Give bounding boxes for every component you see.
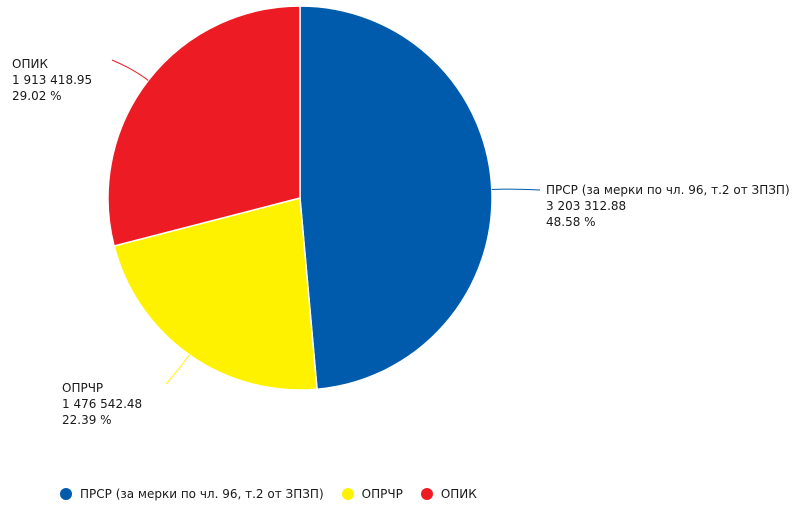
- pie-slice-oprchr: [113, 197, 318, 391]
- leader-line-prsr: [491, 188, 541, 191]
- legend-item-oprchr: ОПРЧР: [341, 487, 403, 501]
- slice-label-percent-opik: 29.02 %: [12, 89, 62, 103]
- slice-label-name-oprchr: ОПРЧР: [62, 381, 103, 395]
- pie-chart-svg: ПРСР (за мерки по чл. 96, т.2 от ЗПЗП) 3 …: [12, 5, 790, 427]
- pie-slice-opik: [107, 5, 301, 247]
- legend-swatch-prsr: [60, 488, 72, 500]
- slice-label-value-oprchr: 1 476 542.48: [62, 397, 142, 411]
- slice-label-name-opik: ОПИК: [12, 57, 48, 71]
- legend-swatch-oprchr: [341, 488, 354, 500]
- slice-label-percent-prsr: 48.58 %: [546, 215, 596, 229]
- legend-item-prsr: ПРСР (за мерки по чл. 96, т.2 от ЗПЗП): [60, 487, 324, 501]
- leader-line-opik: [111, 59, 149, 81]
- pie-slice-prsr: [299, 5, 493, 391]
- slice-label-value-prsr: 3 203 312.88: [546, 199, 626, 213]
- legend: ПРСР (за мерки по чл. 96, т.2 от ЗПЗП) О…: [60, 484, 477, 504]
- slice-label-percent-oprchr: 22.39 %: [62, 413, 112, 427]
- legend-swatch-opik: [420, 488, 433, 500]
- leader-line-oprchr: [165, 354, 190, 385]
- legend-item-opik: ОПИК: [420, 487, 477, 501]
- slice-label-name-prsr: ПРСР (за мерки по чл. 96, т.2 от ЗПЗП): [546, 183, 790, 197]
- slice-label-value-opik: 1 913 418.95: [12, 73, 92, 87]
- legend-label-prsr: ПРСР (за мерки по чл. 96, т.2 от ЗПЗП): [80, 487, 324, 501]
- legend-label-oprchr: ОПРЧР: [361, 487, 403, 501]
- legend-label-opik: ОПИК: [440, 487, 477, 501]
